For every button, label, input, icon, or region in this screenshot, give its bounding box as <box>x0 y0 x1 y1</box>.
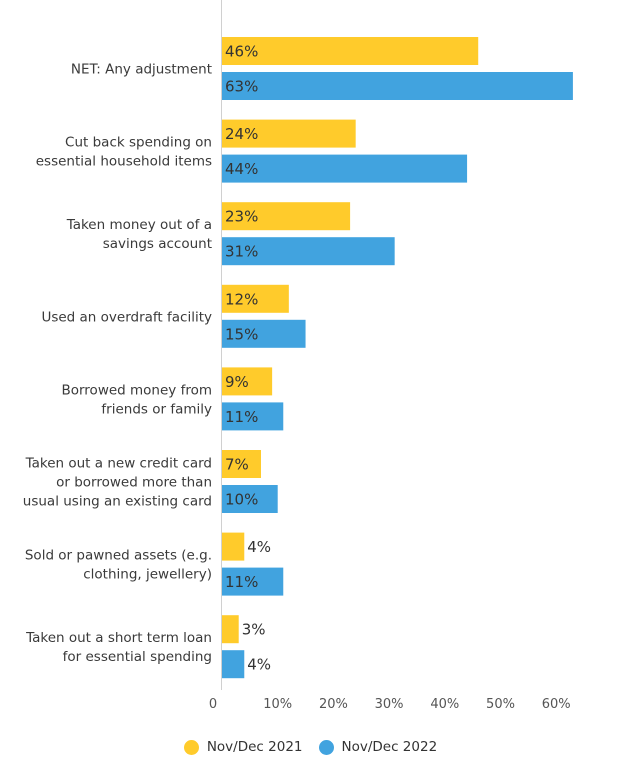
bar-value-label: 63% <box>225 78 258 96</box>
x-tick-label: 60% <box>542 697 571 712</box>
bar-value-label: 10% <box>225 491 258 509</box>
bar-value-label: 4% <box>247 538 271 556</box>
legend-item-2021[interactable]: Nov/Dec 2021 <box>183 739 303 755</box>
legend: Nov/Dec 2021 Nov/Dec 2022 <box>0 735 621 759</box>
bar-value-label: 3% <box>242 621 266 639</box>
legend-marker-2022 <box>318 739 334 755</box>
bar-2021[interactable] <box>222 202 351 231</box>
bar-2022[interactable] <box>222 402 284 431</box>
category-label: or borrowed more than <box>56 475 212 491</box>
bar-2021[interactable] <box>222 367 273 396</box>
bar-2021[interactable] <box>222 284 289 313</box>
category-label: friends or family <box>101 401 212 417</box>
bar-2022[interactable] <box>222 567 284 596</box>
legend-label-2021: Nov/Dec 2021 <box>206 739 303 755</box>
bar-value-label: 44% <box>225 160 258 178</box>
bar-2021[interactable] <box>222 615 239 644</box>
bar-2021[interactable] <box>222 450 261 478</box>
bar-2022[interactable] <box>222 485 278 513</box>
bar-value-label: 31% <box>225 243 258 261</box>
bar-value-label: 12% <box>225 290 258 308</box>
category-label: Sold or pawned assets (e.g. <box>25 548 212 564</box>
category-label: Taken money out of a <box>66 217 212 233</box>
x-tick-label: 10% <box>263 697 292 712</box>
bar-2022[interactable] <box>222 237 395 266</box>
category-labels: NET: Any adjustment Cut back spending on e… <box>23 62 212 666</box>
category-label: usual using an existing card <box>23 494 212 510</box>
category-label: for essential spending <box>63 649 212 665</box>
x-tick-label: 40% <box>430 697 459 712</box>
category-label: clothing, jewellery) <box>83 567 212 583</box>
category-label: savings account <box>103 236 212 252</box>
bar-value-label: 11% <box>225 408 258 426</box>
bar-2022[interactable] <box>222 72 573 100</box>
category-label: Used an overdraft facility <box>41 309 212 325</box>
bar-value-label: 24% <box>225 125 258 143</box>
x-tick-label: 20% <box>319 697 348 712</box>
category-label: essential household items <box>36 154 212 170</box>
bar-2021[interactable] <box>222 119 356 148</box>
bar-2022[interactable] <box>222 319 306 348</box>
category-label: Taken out a short term loan <box>25 630 212 646</box>
x-axis-ticks: 0 10% 20% 30% 40% 50% 60% <box>209 697 571 712</box>
x-tick-label: 50% <box>486 697 515 712</box>
bars <box>222 37 573 679</box>
bar-2022[interactable] <box>222 154 468 183</box>
bar-2021[interactable] <box>222 37 479 65</box>
bar-value-label: 15% <box>225 325 258 343</box>
bar-value-label: 7% <box>225 456 249 474</box>
bar-chart: NET: Any adjustment Cut back spending on e… <box>23 0 573 712</box>
legend-label-2022: Nov/Dec 2022 <box>341 739 438 755</box>
bar-2022[interactable] <box>222 650 245 679</box>
bar-value-label: 9% <box>225 373 249 391</box>
legend-item-2022[interactable]: Nov/Dec 2022 <box>318 739 438 755</box>
bar-value-label: 23% <box>225 208 258 226</box>
bar-value-label: 46% <box>225 43 258 61</box>
x-tick-label: 30% <box>375 697 404 712</box>
bar-value-label: 4% <box>247 656 271 674</box>
category-label: Taken out a new credit card <box>25 456 212 472</box>
bar-value-label: 11% <box>225 573 258 591</box>
legend-marker-2021 <box>183 739 199 755</box>
bar-value-labels: 46% 63% 24% 44% 23% 31% 12% 15% 9% 11% 7% 10% 4% 11% 3… <box>225 43 271 674</box>
category-label: NET: Any adjustment <box>71 62 212 78</box>
x-tick-label: 0 <box>209 697 217 712</box>
bar-2021[interactable] <box>222 532 245 561</box>
category-label: Cut back spending on <box>65 135 212 151</box>
category-label: Borrowed money from <box>61 382 212 398</box>
